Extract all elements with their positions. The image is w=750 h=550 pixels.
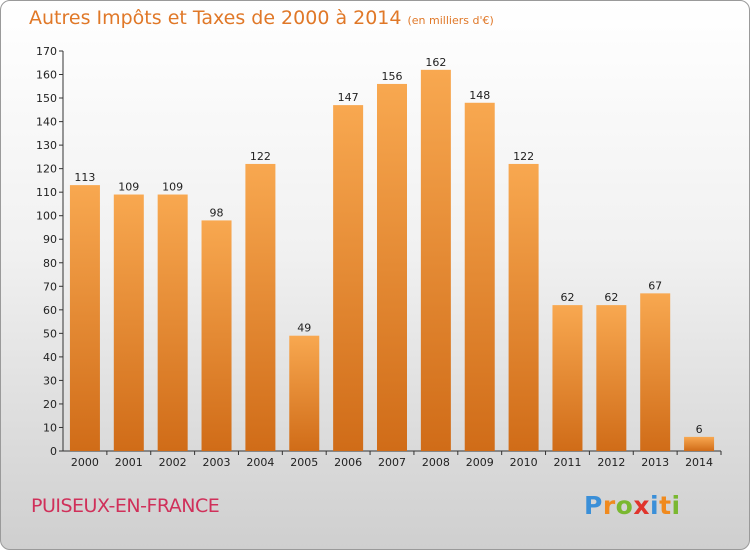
x-tick-label-2014: 2014	[685, 456, 713, 469]
data-label-2004: 122	[250, 150, 271, 163]
x-tick-label-2004: 2004	[246, 456, 274, 469]
y-tick-label: 130	[36, 139, 57, 152]
bar-2009	[464, 102, 495, 451]
chart-title: Autres Impôts et Taxes de 2000 à 2014	[29, 7, 402, 29]
bar-2011	[552, 305, 583, 451]
data-label-2009: 148	[469, 89, 490, 102]
x-tick-label-2003: 2003	[203, 456, 231, 469]
x-tick-label-2012: 2012	[597, 456, 625, 469]
data-label-2011: 62	[560, 291, 574, 304]
chart-unit: (en milliers d'€)	[407, 14, 494, 27]
x-tick-label-2000: 2000	[71, 456, 99, 469]
y-tick-label: 170	[36, 45, 57, 58]
bar-2003	[201, 220, 232, 451]
y-tick-label: 150	[36, 92, 57, 105]
x-tick-label-2008: 2008	[422, 456, 450, 469]
bar-2010	[508, 163, 539, 452]
y-tick-label: 120	[36, 163, 57, 176]
y-tick-label: 90	[43, 233, 57, 246]
y-tick-label: 50	[43, 327, 57, 340]
bar-2007	[377, 83, 407, 452]
bar-2002	[157, 194, 188, 451]
data-label-2002: 109	[162, 181, 183, 194]
bar-2012	[596, 305, 627, 451]
city-name: PUISEUX-EN-FRANCE	[31, 495, 220, 517]
x-tick-label-2009: 2009	[466, 456, 494, 469]
y-tick-label: 140	[36, 116, 57, 129]
data-label-2013: 67	[648, 279, 662, 292]
data-label-2000: 113	[74, 171, 95, 184]
title-row: Autres Impôts et Taxes de 2000 à 2014 (en…	[29, 7, 494, 29]
logo-letter: i	[650, 491, 660, 520]
data-label-2014: 6	[696, 423, 703, 436]
y-tick-label: 10	[43, 421, 57, 434]
y-tick-label: 110	[36, 186, 57, 199]
data-label-2006: 147	[338, 91, 359, 104]
data-label-2005: 49	[297, 322, 311, 335]
labels: 113 2000 109 2001 109 2002 98 2003 122 2004 49 2005…	[71, 56, 713, 469]
x-tick-label-2011: 2011	[553, 456, 581, 469]
data-label-2012: 62	[604, 291, 618, 304]
y-tick-label: 20	[43, 398, 57, 411]
y-tick-label: 80	[43, 257, 57, 270]
x-tick-label-2005: 2005	[290, 456, 318, 469]
y-tick-label: 160	[36, 69, 57, 82]
x-tick-label-2002: 2002	[159, 456, 187, 469]
bar-2013	[640, 293, 671, 451]
bars	[69, 69, 715, 452]
bar-2008	[420, 69, 451, 451]
logo-letter: r	[602, 491, 616, 520]
bar-2014	[684, 436, 715, 451]
bar-2005	[289, 335, 320, 451]
y-tick-label: 40	[43, 351, 57, 364]
x-tick-label-2010: 2010	[510, 456, 538, 469]
y-tick-label: 70	[43, 280, 57, 293]
data-label-2003: 98	[210, 206, 224, 219]
logo-letter: o	[615, 491, 634, 520]
logo-letter: P	[584, 491, 603, 520]
x-tick-label-2013: 2013	[641, 456, 669, 469]
data-label-2001: 109	[118, 181, 139, 194]
logo-letter: x	[633, 491, 650, 520]
proxiti-logo: Proxiti	[584, 491, 681, 520]
data-label-2008: 162	[425, 56, 446, 69]
bar-2000	[69, 185, 100, 451]
y-tick-label: 0	[50, 445, 57, 458]
y-tick-label: 60	[43, 304, 57, 317]
data-label-2007: 156	[382, 70, 403, 83]
y-tick-label: 30	[43, 374, 57, 387]
x-tick-label-2001: 2001	[115, 456, 143, 469]
x-tick-label-2007: 2007	[378, 456, 406, 469]
y-tick-label: 100	[36, 210, 57, 223]
logo-letter: i	[671, 491, 681, 520]
bar-2006	[333, 105, 364, 451]
data-label-2010: 122	[513, 150, 534, 163]
bar-2004	[245, 163, 276, 452]
x-tick-label-2006: 2006	[334, 456, 362, 469]
logo-letter: t	[659, 491, 672, 520]
bar-2001	[113, 194, 144, 451]
